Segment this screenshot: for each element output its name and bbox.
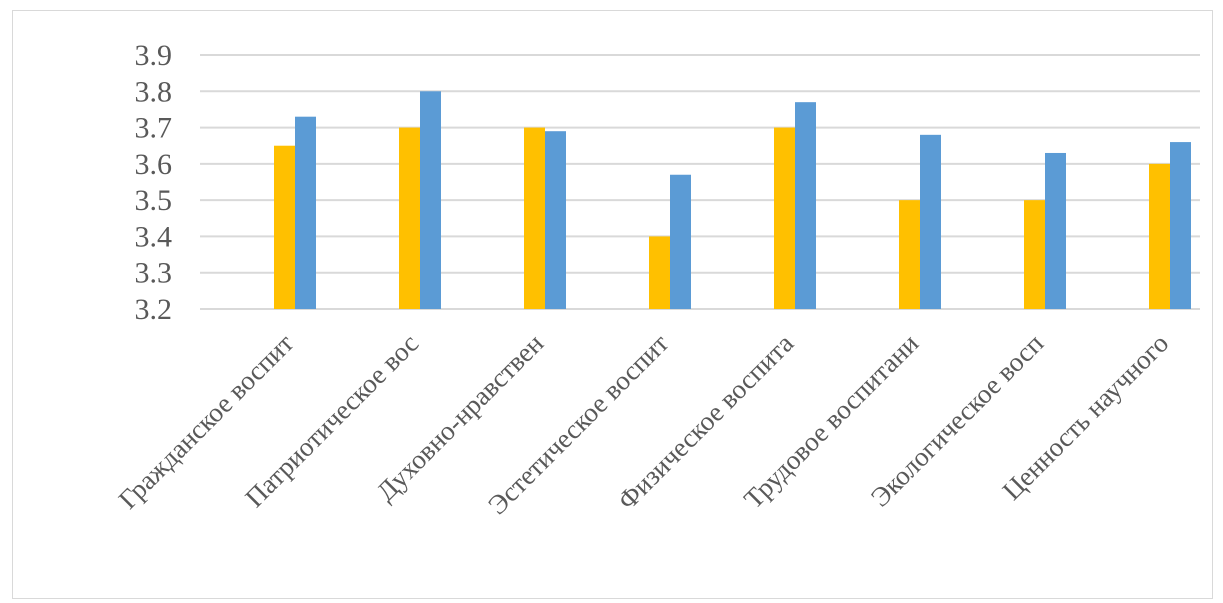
y-tick-label: 3.3 — [135, 257, 173, 290]
bar-series-2-2 — [420, 91, 441, 310]
bar-series-1-2 — [399, 127, 420, 309]
bar-series-2-8 — [1170, 142, 1191, 309]
bars — [274, 91, 1191, 310]
bar-series-2-3 — [545, 131, 566, 309]
y-tick-label: 3.9 — [135, 39, 173, 72]
bar-series-2-4 — [670, 174, 691, 309]
bar-series-1-8 — [1149, 163, 1170, 309]
bar-series-1-5 — [774, 127, 795, 309]
bar-series-2-5 — [795, 102, 816, 310]
y-tick-label: 3.8 — [135, 75, 173, 108]
y-tick-label: 3.4 — [135, 220, 173, 253]
bar-series-2-1 — [295, 116, 316, 309]
y-axis-tick-labels: 3.23.3 3.43.53.63.7 3.83.9 — [135, 39, 173, 326]
bar-series-1-6 — [899, 200, 920, 309]
y-tick-label: 3.7 — [135, 112, 173, 145]
bar-series-1-7 — [1024, 200, 1045, 309]
y-tick-label: 3.2 — [135, 293, 173, 326]
bar-series-1-4 — [649, 236, 670, 309]
y-tick-label: 3.5 — [135, 184, 173, 217]
bar-series-2-6 — [920, 134, 941, 309]
bar-series-2-7 — [1045, 152, 1066, 309]
bar-series-1-1 — [274, 145, 295, 309]
y-tick-label: 3.6 — [135, 148, 173, 181]
chart-frame — [12, 10, 1213, 599]
bar-series-1-3 — [524, 127, 545, 309]
